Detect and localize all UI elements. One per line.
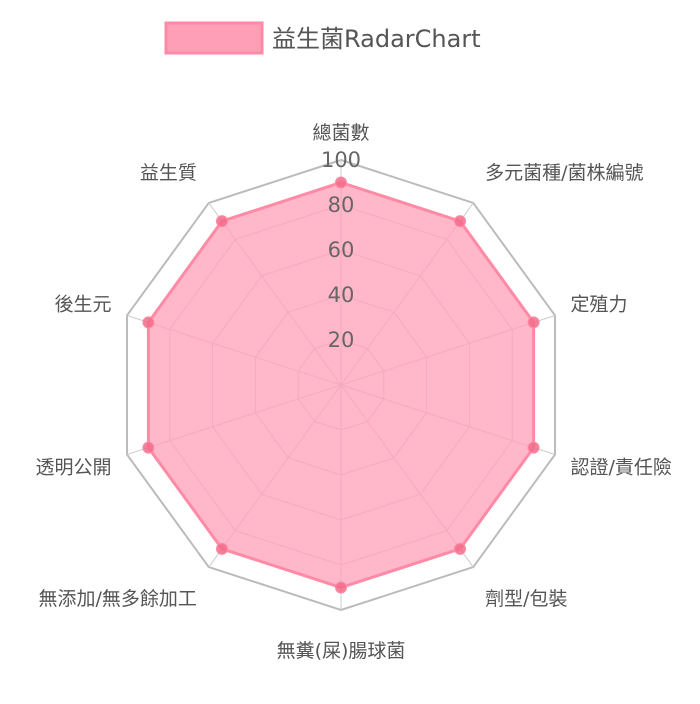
- axis-label-1: 多元菌種/菌株編號: [485, 162, 643, 184]
- legend-swatch[interactable]: [164, 21, 264, 55]
- data-point-7[interactable]: [142, 441, 155, 454]
- legend[interactable]: 益生菌RadarChart: [164, 21, 481, 55]
- axis-label-8: 後生元: [54, 294, 111, 316]
- tick-label-80: 80: [328, 193, 355, 217]
- data-point-1[interactable]: [454, 215, 467, 228]
- data-point-5[interactable]: [335, 581, 347, 594]
- tick-label-60: 60: [328, 238, 355, 262]
- axis-label-2: 定殖力: [570, 294, 627, 316]
- data-point-0[interactable]: [335, 176, 347, 189]
- axis-label-7: 透明公開: [35, 456, 111, 478]
- radial-tick-labels: 20 40 60 80 100: [321, 148, 361, 352]
- tick-label-40: 40: [328, 283, 355, 307]
- axis-label-0: 總菌數: [312, 122, 369, 144]
- axis-label-6: 無添加/無多餘加工: [38, 588, 196, 610]
- data-point-6[interactable]: [215, 542, 228, 555]
- data-point-8[interactable]: [142, 316, 155, 329]
- axis-label-3: 認證/責任險: [570, 456, 671, 478]
- data-point-4[interactable]: [454, 542, 467, 555]
- data-point-9[interactable]: [215, 215, 228, 228]
- tick-label-100: 100: [321, 148, 361, 172]
- axis-label-5: 無糞(屎)腸球菌: [277, 640, 406, 662]
- axis-label-9: 益生質: [140, 162, 197, 184]
- data-point-2[interactable]: [527, 316, 540, 329]
- axis-label-4: 劑型/包裝: [485, 588, 567, 610]
- radar-series: [142, 176, 540, 594]
- legend-label[interactable]: 益生菌RadarChart: [272, 25, 481, 53]
- data-point-3[interactable]: [527, 441, 540, 454]
- tick-label-20: 20: [328, 328, 355, 352]
